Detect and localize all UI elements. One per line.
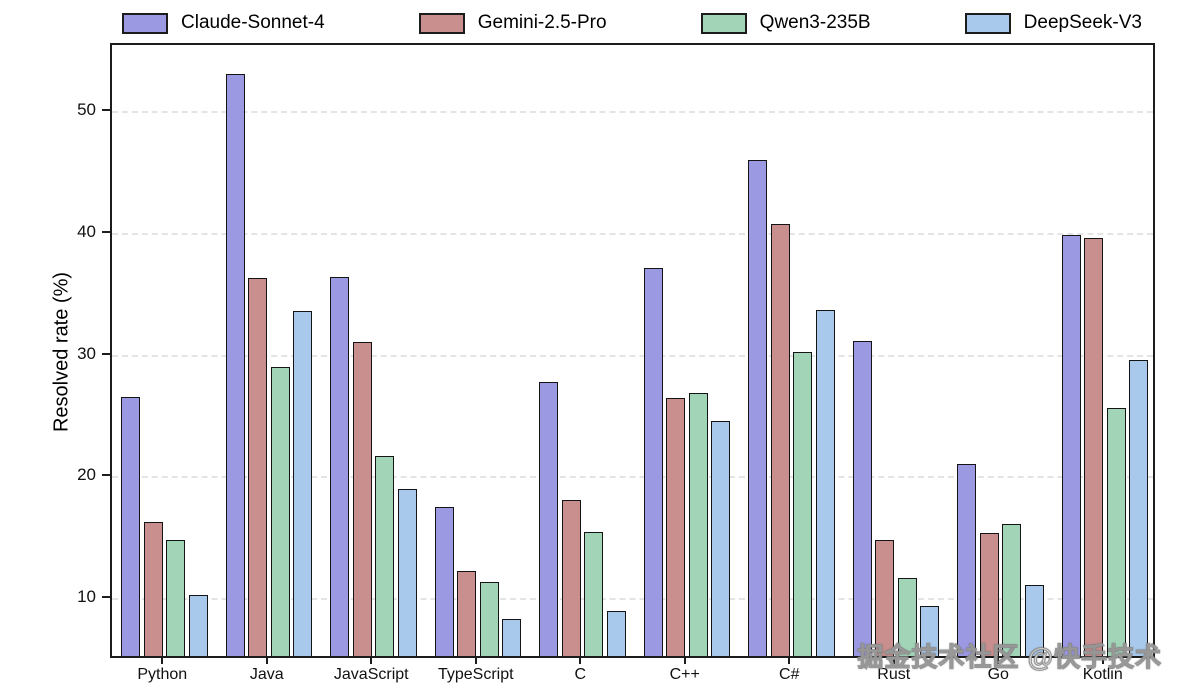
gridline <box>112 598 1153 601</box>
y-tick-mark <box>102 230 110 233</box>
bar-claude-sonnet-4-rust <box>852 340 872 656</box>
legend-item-claude-sonnet-4: Claude-Sonnet-4 <box>122 12 325 34</box>
bar-deepseek-v3-python <box>188 595 208 656</box>
x-tick-label-c: C <box>574 666 587 683</box>
bar-gemini-2-5-pro-rust <box>875 540 894 656</box>
y-tick-label: 20 <box>77 465 96 485</box>
bar-claude-sonnet-4-java <box>225 73 245 656</box>
x-tick-mark <box>370 658 373 664</box>
bar-gemini-2-5-pro-kotlin <box>1084 238 1103 656</box>
legend-label: Claude-Sonnet-4 <box>181 12 325 33</box>
x-tick-label-go: Go <box>987 666 1009 683</box>
bar-qwen3-235b-go <box>1002 524 1021 656</box>
bar-qwen3-235b-kotlin <box>1106 407 1126 656</box>
y-tick-label: 40 <box>77 221 96 241</box>
bar-qwen3-235b-javascript <box>375 456 394 656</box>
x-tick-label-kotlin: Kotlin <box>1082 666 1123 683</box>
legend-label: DeepSeek-V3 <box>1023 12 1142 33</box>
bar-gemini-2-5-pro-javascript <box>352 341 372 656</box>
x-tick-mark <box>579 658 582 664</box>
legend-swatch-gemini-2-5-pro <box>418 12 465 34</box>
bar-deepseek-v3-c <box>815 310 835 656</box>
x-tick-mark <box>892 658 895 664</box>
x-tick-label-python: Python <box>137 666 188 683</box>
bar-gemini-2-5-pro-python <box>143 522 163 656</box>
y-tick-label: 10 <box>77 587 96 607</box>
y-tick-label: 30 <box>77 343 96 363</box>
bar-deepseek-v3-rust <box>920 606 939 656</box>
gridline <box>112 354 1153 357</box>
legend-item-qwen3-235b: Qwen3-235B <box>700 12 871 34</box>
x-tick-label-java: Java <box>249 666 284 683</box>
x-tick-mark <box>788 658 791 664</box>
x-tick-label-c: C++ <box>669 666 700 683</box>
bar-deepseek-v3-go <box>1024 585 1044 656</box>
bar-claude-sonnet-4-c <box>539 382 558 656</box>
bar-deepseek-v3-java <box>293 311 312 656</box>
bar-qwen3-235b-java <box>270 367 290 656</box>
bar-deepseek-v3-c <box>711 420 730 656</box>
plot-area <box>110 43 1155 658</box>
bar-gemini-2-5-pro-c <box>770 223 790 656</box>
y-tick-mark <box>102 352 110 355</box>
x-tick-mark <box>161 658 164 664</box>
x-tick-label-c: C# <box>779 666 800 683</box>
legend-swatch-claude-sonnet-4 <box>122 12 168 34</box>
bar-qwen3-235b-python <box>166 540 185 656</box>
legend-item-gemini-2-5-pro: Gemini-2.5-Pro <box>418 12 607 34</box>
legend-label: Qwen3-235B <box>759 12 871 33</box>
bar-deepseek-v3-kotlin <box>1129 360 1148 656</box>
legend-item-deepseek-v3: DeepSeek-V3 <box>964 12 1142 34</box>
watermark: 掘金技术社区 @快手技术 <box>857 641 1162 672</box>
bar-gemini-2-5-pro-go <box>979 533 999 656</box>
x-tick-mark <box>265 658 268 664</box>
bar-qwen3-235b-typescript <box>479 581 499 656</box>
bar-claude-sonnet-4-javascript <box>330 277 349 656</box>
x-tick-label-rust: Rust <box>877 666 911 683</box>
y-tick-label: 50 <box>77 99 96 119</box>
bar-gemini-2-5-pro-c <box>561 500 581 656</box>
bar-claude-sonnet-4-python <box>121 396 140 656</box>
gridline <box>112 232 1153 235</box>
legend-swatch-qwen3-235b <box>700 12 747 34</box>
bar-qwen3-235b-c <box>793 351 812 656</box>
legend: Claude-Sonnet-4 Gemini-2.5-Pro Qwen3-235B D… <box>122 8 1142 38</box>
bar-claude-sonnet-4-kotlin <box>1061 234 1081 656</box>
bar-claude-sonnet-4-go <box>957 463 976 656</box>
bar-gemini-2-5-pro-java <box>248 278 267 656</box>
gridline <box>112 476 1153 479</box>
x-tick-mark <box>997 658 1000 664</box>
legend-label: Gemini-2.5-Pro <box>477 12 607 33</box>
y-tick-mark <box>102 596 110 599</box>
bar-qwen3-235b-c <box>688 392 708 656</box>
bar-gemini-2-5-pro-typescript <box>457 570 476 656</box>
bar-gemini-2-5-pro-c <box>666 397 685 656</box>
x-tick-mark <box>683 658 686 664</box>
y-tick-mark <box>102 108 110 111</box>
x-tick-label-typescript: TypeScript <box>437 666 514 683</box>
bar-deepseek-v3-c <box>606 610 626 656</box>
bar-qwen3-235b-c <box>584 531 603 656</box>
gridline <box>112 110 1153 113</box>
legend-swatch-deepseek-v3 <box>964 12 1011 34</box>
bar-deepseek-v3-typescript <box>502 619 521 656</box>
bar-qwen3-235b-rust <box>897 578 917 656</box>
bar-claude-sonnet-4-c <box>643 267 663 656</box>
y-tick-mark <box>102 474 110 477</box>
x-tick-mark <box>474 658 477 664</box>
bar-deepseek-v3-javascript <box>397 489 417 656</box>
bar-claude-sonnet-4-c <box>748 160 767 656</box>
x-tick-label-javascript: JavaScript <box>333 666 409 683</box>
bar-claude-sonnet-4-typescript <box>434 507 454 656</box>
x-tick-mark <box>1101 658 1104 664</box>
